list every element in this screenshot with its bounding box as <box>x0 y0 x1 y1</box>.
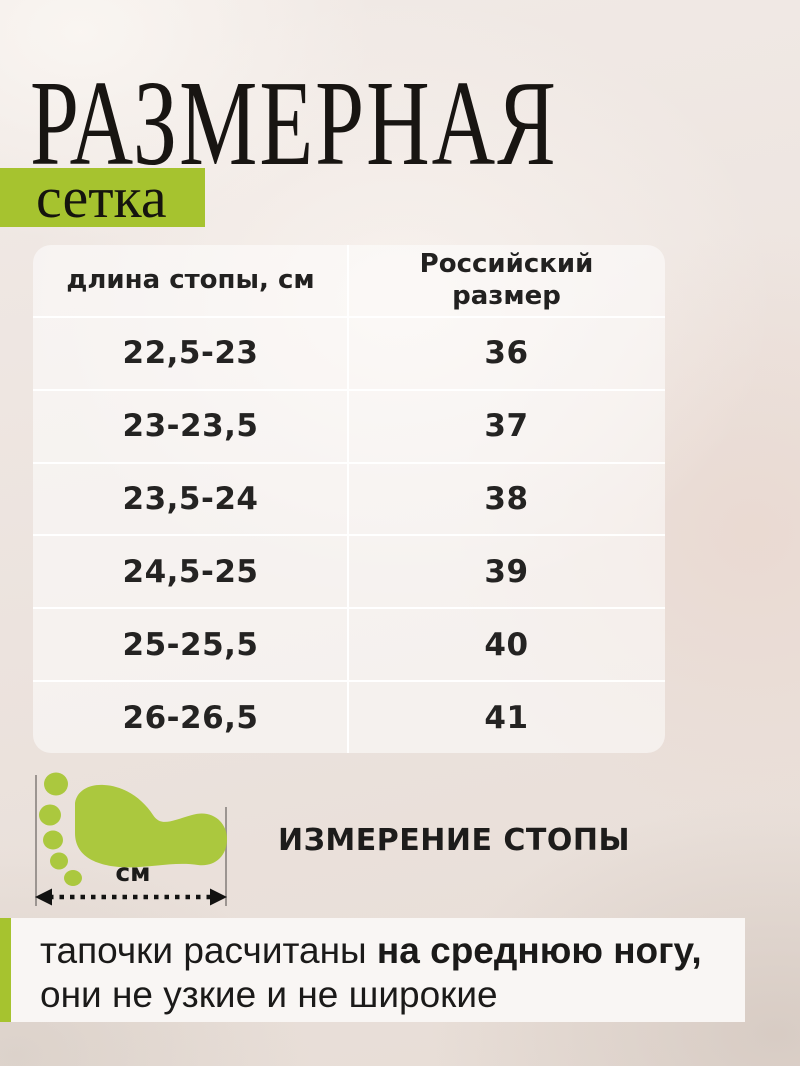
table-row: 26-26,5 41 <box>33 680 665 753</box>
measure-arrow-left-head <box>35 888 52 906</box>
table-row: 24,5-25 39 <box>33 534 665 607</box>
foot-length-value: 22,5-23 <box>122 335 259 372</box>
table-header-row: длина стопы, см Российский размер <box>33 245 665 316</box>
foot-measurement-figure: см <box>15 765 240 910</box>
fit-note: тапочки расчитаны на среднюю ногу, они н… <box>11 918 745 1022</box>
subtitle-label: сетка <box>36 164 167 230</box>
fit-note-line1-regular: тапочки расчитаны <box>40 930 377 971</box>
table-row: 22,5-23 36 <box>33 316 665 389</box>
foot-length-value: 23,5-24 <box>122 481 259 518</box>
ru-size-value: 39 <box>484 553 529 590</box>
fit-note-line1: тапочки расчитаны на среднюю ногу, <box>40 929 745 973</box>
foot-length-value: 24,5-25 <box>122 553 259 590</box>
column-header-ru-size-line2: размер <box>452 280 561 311</box>
fit-note-line2: они не узкие и не широкие <box>40 974 498 1015</box>
footprint-toe <box>64 870 82 886</box>
measure-arrow-right-head <box>210 888 227 906</box>
table-row: 25-25,5 40 <box>33 607 665 680</box>
ru-size-value: 41 <box>484 699 529 736</box>
table-row: 23,5-24 38 <box>33 461 665 535</box>
column-header-ru-size-line1: Российский <box>419 249 594 280</box>
fit-note-line1-bold: на среднюю ногу, <box>376 930 702 971</box>
footprint-toe <box>44 772 68 796</box>
measurement-caption: ИЗМЕРЕНИЕ СТОПЫ <box>278 823 631 858</box>
footprint-icon <box>35 772 227 906</box>
ru-size-value: 40 <box>484 626 529 663</box>
foot-length-value: 25-25,5 <box>122 626 259 663</box>
footprint-toe <box>43 830 63 850</box>
footprint-toe <box>50 852 68 870</box>
table-column-divider <box>347 245 349 753</box>
subtitle-badge: сетка <box>0 168 205 227</box>
unit-label: см <box>115 858 151 887</box>
footprint-toe <box>39 804 61 826</box>
size-table: длина стопы, см Российский размер 22,5-2… <box>33 245 665 753</box>
column-header-ru-size: Российский размер <box>348 245 665 316</box>
column-header-foot-length: длина стопы, см <box>66 264 315 295</box>
ru-size-value: 37 <box>484 408 529 445</box>
foot-length-value: 23-23,5 <box>122 408 259 445</box>
note-accent-stripe <box>0 918 11 1022</box>
table-row: 23-23,5 37 <box>33 388 665 462</box>
footprint-sole <box>75 784 227 868</box>
ru-size-value: 38 <box>484 481 529 518</box>
foot-length-value: 26-26,5 <box>122 699 259 736</box>
ru-size-value: 36 <box>484 335 529 372</box>
